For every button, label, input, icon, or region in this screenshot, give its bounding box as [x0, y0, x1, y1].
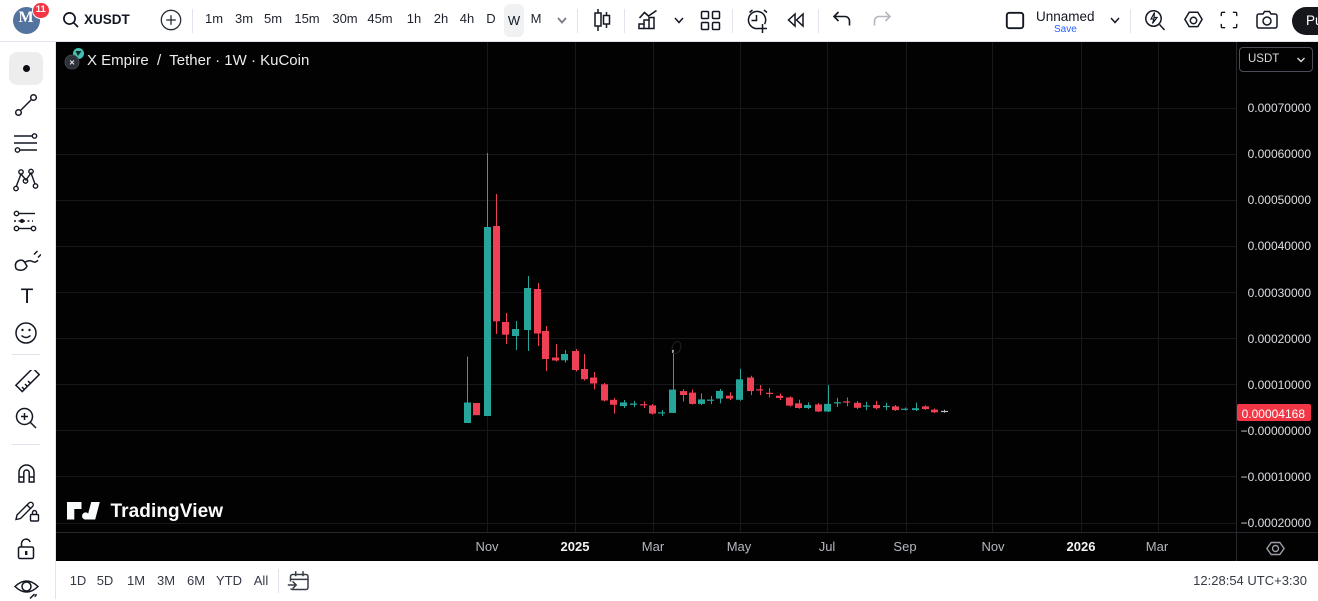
- svg-text:×: ×: [69, 58, 75, 69]
